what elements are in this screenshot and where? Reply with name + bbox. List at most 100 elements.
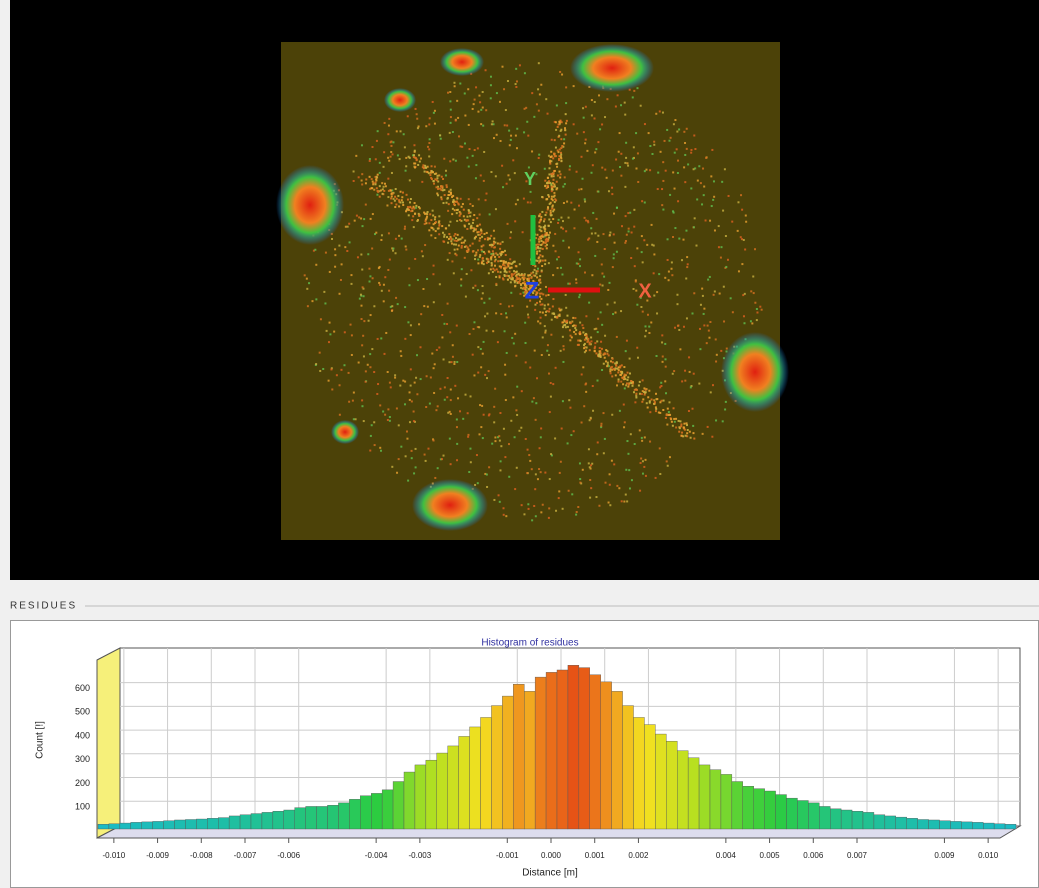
point xyxy=(509,271,511,273)
point xyxy=(599,284,601,286)
point xyxy=(509,258,511,260)
point xyxy=(368,320,370,322)
point xyxy=(580,188,582,190)
point xyxy=(696,198,698,200)
point xyxy=(483,263,485,265)
point xyxy=(743,322,745,324)
point xyxy=(688,356,690,358)
point xyxy=(570,434,572,436)
point xyxy=(394,377,396,379)
point xyxy=(606,353,608,355)
point xyxy=(397,303,399,305)
bar xyxy=(841,810,852,829)
point xyxy=(451,260,453,262)
point xyxy=(493,237,495,239)
point xyxy=(394,200,396,202)
point xyxy=(560,154,562,156)
point xyxy=(369,160,371,162)
point xyxy=(604,357,606,359)
point xyxy=(413,411,415,413)
point xyxy=(627,165,629,167)
point xyxy=(573,325,575,327)
point xyxy=(590,340,592,342)
point xyxy=(626,340,628,342)
point xyxy=(718,225,720,227)
point xyxy=(581,324,583,326)
point xyxy=(644,436,646,438)
point xyxy=(371,424,373,426)
point xyxy=(535,402,537,404)
point xyxy=(492,268,494,270)
point xyxy=(451,213,453,215)
point xyxy=(624,421,626,423)
point xyxy=(363,420,365,422)
point xyxy=(496,268,498,270)
point xyxy=(687,263,689,265)
point xyxy=(473,103,475,105)
point xyxy=(590,227,592,229)
point xyxy=(351,354,353,356)
bar xyxy=(699,765,710,829)
point xyxy=(715,360,717,362)
point xyxy=(632,96,634,98)
point xyxy=(504,330,506,332)
point xyxy=(601,324,603,326)
point xyxy=(448,233,450,235)
point xyxy=(627,453,629,455)
point xyxy=(499,276,501,278)
x-tick-label: 0.005 xyxy=(760,851,781,860)
point xyxy=(398,458,400,460)
point xyxy=(598,354,600,356)
point xyxy=(467,219,469,221)
point xyxy=(428,155,430,157)
point xyxy=(565,102,567,104)
point xyxy=(550,156,552,158)
point xyxy=(449,132,451,134)
point xyxy=(720,350,722,352)
point xyxy=(456,212,458,214)
point xyxy=(458,245,460,247)
point xyxy=(615,374,617,376)
point xyxy=(566,315,568,317)
point xyxy=(527,135,529,137)
point xyxy=(583,405,585,407)
point xyxy=(555,121,557,123)
point xyxy=(417,164,419,166)
point xyxy=(741,263,743,265)
point xyxy=(440,138,442,140)
point xyxy=(569,283,571,285)
point xyxy=(380,239,382,241)
point xyxy=(590,172,592,174)
point xyxy=(700,182,702,184)
point xyxy=(497,254,499,256)
point xyxy=(329,271,331,273)
bar xyxy=(950,821,961,829)
point xyxy=(544,263,546,265)
point xyxy=(577,506,579,508)
point xyxy=(396,472,398,474)
point xyxy=(554,195,556,197)
point xyxy=(692,432,694,434)
point xyxy=(677,325,679,327)
point xyxy=(686,128,688,130)
point xyxy=(464,115,466,117)
bar xyxy=(557,670,568,829)
point xyxy=(562,508,564,510)
point xyxy=(389,382,391,384)
point xyxy=(416,118,418,120)
point xyxy=(539,229,541,231)
point xyxy=(545,330,547,332)
point xyxy=(643,239,645,241)
point xyxy=(450,236,452,238)
point xyxy=(565,307,567,309)
point xyxy=(481,236,483,238)
point xyxy=(362,286,364,288)
point xyxy=(579,482,581,484)
point xyxy=(451,238,453,240)
point xyxy=(713,196,715,198)
point xyxy=(443,202,445,204)
point xyxy=(554,139,556,141)
point xyxy=(416,159,418,161)
point xyxy=(694,148,696,150)
point xyxy=(485,199,487,201)
